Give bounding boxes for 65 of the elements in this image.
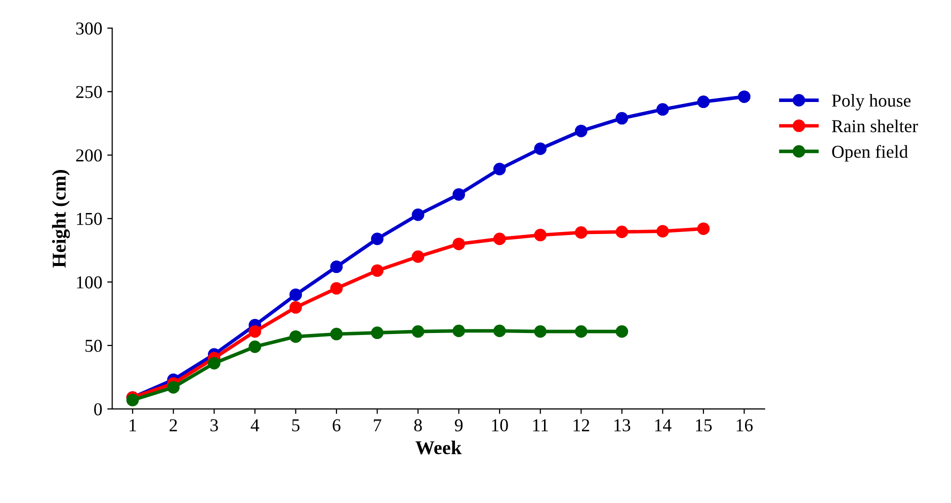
x-tick-label: 9 xyxy=(454,419,463,432)
point xyxy=(248,340,262,353)
point xyxy=(289,301,302,314)
x-tick-label: 11 xyxy=(533,419,548,432)
point xyxy=(289,330,302,343)
point xyxy=(493,324,506,338)
x-tick-label: 7 xyxy=(374,419,382,432)
y-axis-title: Height (cm) xyxy=(52,170,70,268)
point xyxy=(697,96,710,108)
x-tick-label: 1 xyxy=(130,419,136,432)
point xyxy=(371,232,384,246)
x-tick-label: 10 xyxy=(492,419,508,432)
x-tick-label: 4 xyxy=(250,419,260,432)
point xyxy=(248,325,262,338)
point xyxy=(289,288,302,301)
x-tick-label: 12 xyxy=(574,419,590,432)
point xyxy=(616,112,628,125)
x-tick-label: 6 xyxy=(332,419,340,432)
point xyxy=(371,326,384,340)
point xyxy=(330,282,343,295)
x-tick-label: 8 xyxy=(414,419,422,432)
point xyxy=(371,264,384,277)
x-tick-label: 5 xyxy=(292,419,300,432)
point xyxy=(330,328,343,340)
point xyxy=(738,90,750,103)
point xyxy=(452,324,466,338)
point xyxy=(574,325,588,338)
x-tick-label: 14 xyxy=(655,419,672,432)
point xyxy=(574,226,588,239)
x-axis-title: Week xyxy=(415,440,462,454)
legend-label: Poly house xyxy=(832,94,911,110)
x-tick-label: 2 xyxy=(170,419,177,432)
point xyxy=(493,162,506,176)
point xyxy=(452,238,466,250)
y-tick-label: 250 xyxy=(76,86,102,98)
point xyxy=(167,381,180,394)
y-tick-label: 150 xyxy=(77,212,102,225)
point xyxy=(412,208,424,221)
x-tick-label: 3 xyxy=(210,419,218,432)
point xyxy=(697,222,710,235)
y-tick-label: 50 xyxy=(85,340,102,352)
point xyxy=(616,226,628,238)
point xyxy=(452,188,466,201)
point xyxy=(534,325,547,338)
point xyxy=(534,228,547,242)
y-tick-label: 0 xyxy=(94,403,102,416)
point xyxy=(330,260,343,274)
point xyxy=(412,325,424,338)
y-tick-label: 200 xyxy=(76,149,102,162)
x-tick-label: 16 xyxy=(736,419,753,432)
point xyxy=(656,224,669,238)
x-tick-label: 15 xyxy=(696,419,712,432)
legend-label: Open field xyxy=(832,144,908,162)
point xyxy=(493,232,506,246)
point xyxy=(656,103,669,116)
y-tick-label: 300 xyxy=(76,22,102,35)
point xyxy=(574,124,588,138)
legend-label: Rain shelter xyxy=(832,120,918,132)
y-tick-label: 100 xyxy=(77,276,102,288)
x-tick-label: 13 xyxy=(614,419,630,432)
point xyxy=(208,356,220,370)
point xyxy=(534,142,547,155)
point xyxy=(126,394,139,406)
point xyxy=(616,325,628,338)
point xyxy=(412,250,424,263)
